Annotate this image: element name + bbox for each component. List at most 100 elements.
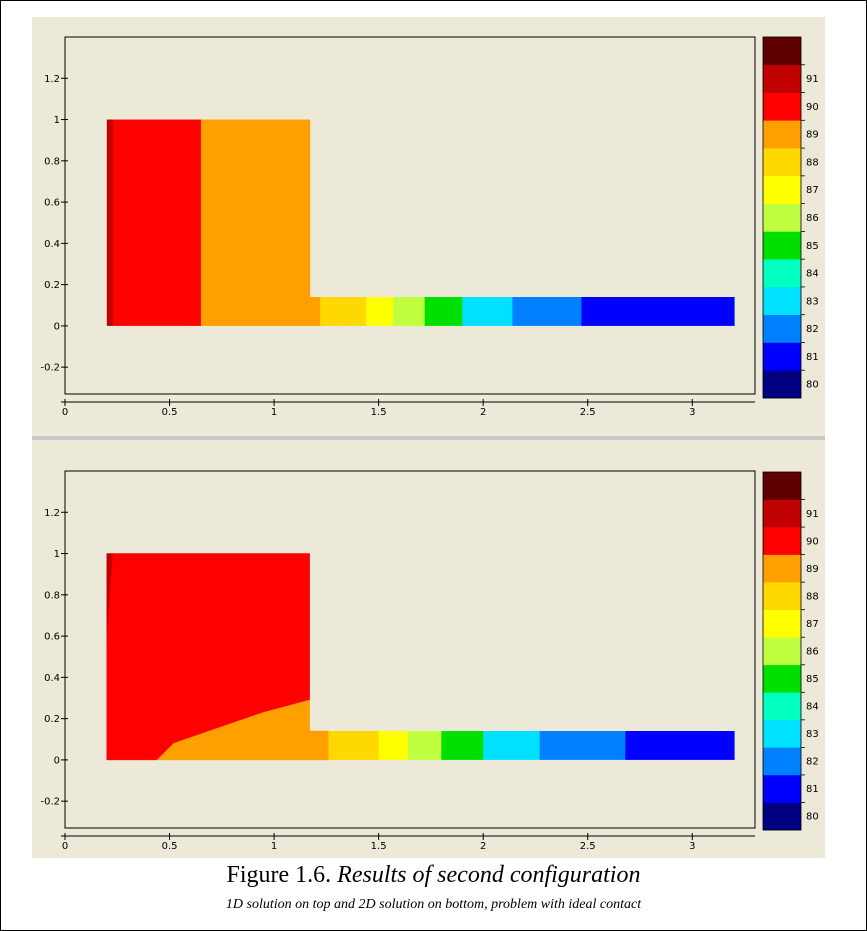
legend-label: 89 xyxy=(806,564,819,575)
x-tick-label: 0.5 xyxy=(162,841,178,852)
legend-swatch xyxy=(763,802,801,831)
x-tick-label: 1 xyxy=(271,407,277,418)
legend-label: 83 xyxy=(806,296,819,307)
contour-region xyxy=(393,297,426,326)
y-tick-label: 0.4 xyxy=(44,239,60,250)
contour-region xyxy=(366,297,394,326)
legend-swatch xyxy=(763,120,801,149)
plot-frame xyxy=(64,470,756,829)
legend-swatch xyxy=(763,609,801,638)
y-tick-label: 1.2 xyxy=(44,74,60,85)
legend-swatch xyxy=(763,259,801,288)
legend-swatch xyxy=(763,472,801,500)
legend-swatch xyxy=(763,175,801,204)
x-tick-label: 2 xyxy=(480,841,486,852)
legend-swatch xyxy=(763,747,801,776)
legend-label: 86 xyxy=(806,213,819,224)
y-tick-label: 1.2 xyxy=(44,508,60,519)
y-tick-label: 1 xyxy=(54,549,60,560)
legend-label: 85 xyxy=(806,674,819,685)
contour-region xyxy=(625,731,735,760)
x-tick-label: 2.5 xyxy=(580,407,596,418)
legend-label: 91 xyxy=(806,509,819,520)
x-tick-label: 1.5 xyxy=(371,407,387,418)
figure-subtitle: 1D solution on top and 2D solution on bo… xyxy=(225,897,642,912)
y-tick-label: 0 xyxy=(54,755,60,766)
legend-label: 91 xyxy=(806,74,819,85)
legend-label: 83 xyxy=(806,729,819,740)
contour-region xyxy=(407,731,442,760)
x-tick-label: 2 xyxy=(480,407,486,418)
legend-label: 85 xyxy=(806,241,819,252)
contour-region xyxy=(462,297,513,326)
y-tick-label: 0 xyxy=(54,321,60,332)
x-tick-label: 0.5 xyxy=(162,407,178,418)
legend-label: 82 xyxy=(806,324,819,335)
y-tick-label: 0.2 xyxy=(44,280,60,291)
legend-swatch xyxy=(763,554,801,583)
legend-swatch xyxy=(763,692,801,721)
legend-label: 89 xyxy=(806,130,819,141)
contour-region xyxy=(378,731,409,760)
x-tick-label: 3 xyxy=(689,841,695,852)
legend-swatch xyxy=(763,92,801,121)
y-tick-label: 0.6 xyxy=(44,632,60,643)
x-tick-label: 1.5 xyxy=(371,841,387,852)
chart-2d-solution: 0 0.5 1 1.5 2 2.5 3 -0.2 0 0.2 0.4 0.6 0.8 1 1.2 80 81 82… xyxy=(40,470,819,852)
legend-swatch xyxy=(763,582,801,610)
y-tick-label: 0.2 xyxy=(44,714,60,725)
figure-title: Results of second configuration xyxy=(337,862,641,888)
contour-region xyxy=(581,297,735,326)
legend-label: 81 xyxy=(806,352,819,363)
legend-label: 86 xyxy=(806,647,819,658)
x-tick-label: 2.5 xyxy=(580,841,596,852)
contour-region xyxy=(539,731,626,760)
y-tick-label: 1 xyxy=(54,115,60,126)
y-tick-label: 0.6 xyxy=(44,198,60,209)
legend-swatch xyxy=(763,314,801,343)
legend-swatch xyxy=(763,203,801,232)
contour-region xyxy=(483,731,541,760)
legend-swatch xyxy=(763,342,801,371)
legend-label: 87 xyxy=(806,619,819,630)
contour-region xyxy=(320,297,342,326)
contour-region xyxy=(424,297,463,326)
contour-region xyxy=(106,119,114,326)
legend-label: 88 xyxy=(806,157,819,168)
contour-region xyxy=(113,119,202,326)
y-tick-label: -0.2 xyxy=(40,363,60,374)
legend-swatch xyxy=(763,231,801,260)
legend-label: 84 xyxy=(806,702,819,713)
legend-swatch xyxy=(763,370,801,399)
contour-region xyxy=(441,731,484,760)
legend-border xyxy=(762,471,802,831)
contour-region xyxy=(200,119,311,326)
x-tick-label: 0 xyxy=(62,841,68,852)
legend-label: 90 xyxy=(806,102,819,113)
contour-region xyxy=(341,297,367,326)
legend-label: 84 xyxy=(806,269,819,280)
y-tick-label: 0.4 xyxy=(44,673,60,684)
legend-swatch xyxy=(763,37,801,66)
legend-label: 82 xyxy=(806,757,819,768)
legend-swatch xyxy=(763,148,801,177)
contour-region xyxy=(351,731,380,760)
legend-swatch xyxy=(763,637,801,666)
x-tick-label: 1 xyxy=(271,841,277,852)
y-tick-label: 0.8 xyxy=(44,590,60,601)
legend-border xyxy=(762,36,802,399)
legend-swatch xyxy=(763,719,801,748)
legend-swatch xyxy=(763,774,801,803)
contour-region xyxy=(328,731,352,760)
contour-region xyxy=(512,297,582,326)
y-tick-label: 0.8 xyxy=(44,156,60,167)
contour-region xyxy=(309,297,321,326)
x-tick-label: 3 xyxy=(689,407,695,418)
x-tick-label: 0 xyxy=(62,407,68,418)
figure-label: Figure 1.6. xyxy=(226,862,332,888)
legend-label: 80 xyxy=(806,380,819,391)
legend-label: 80 xyxy=(806,812,819,823)
legend-swatch xyxy=(763,64,801,93)
legend-label: 87 xyxy=(806,185,819,196)
